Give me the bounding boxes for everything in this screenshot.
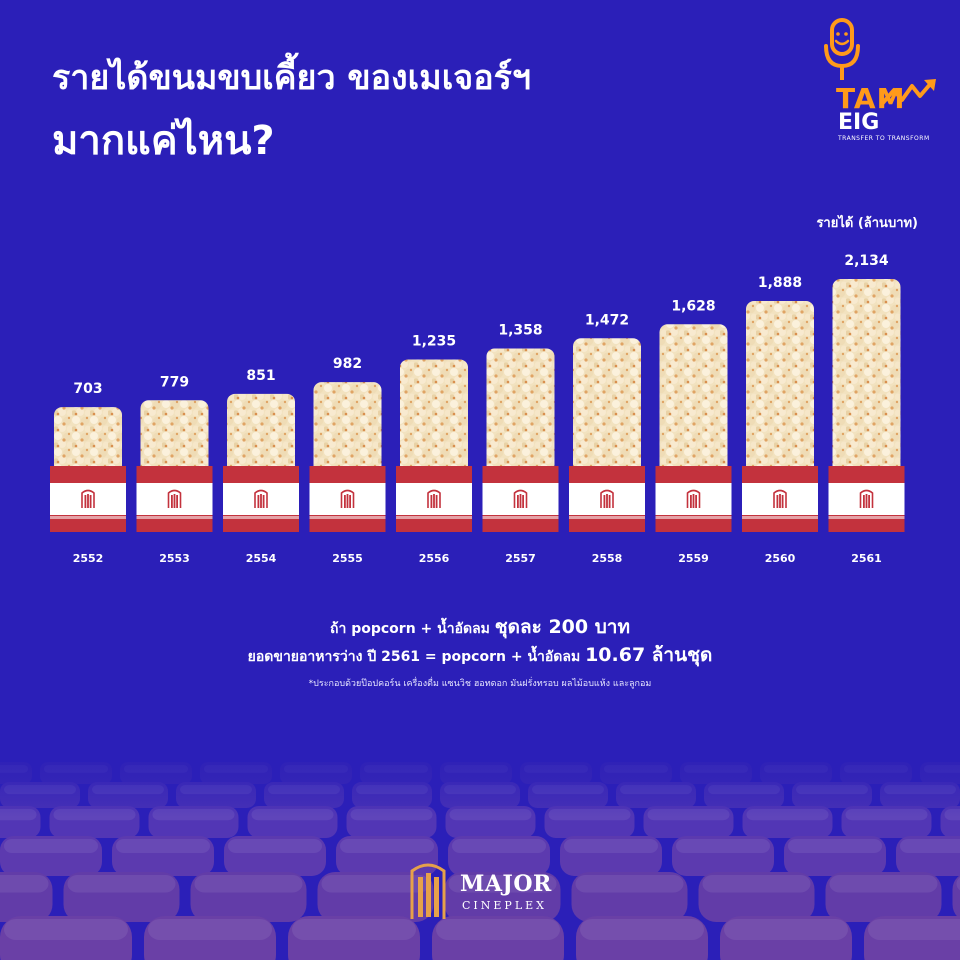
microphone-icon (824, 18, 860, 80)
x-tick-label: 2556 (419, 552, 450, 565)
value-label: 2,134 (844, 253, 889, 269)
bar (54, 407, 122, 474)
bar (400, 359, 468, 474)
x-tick-label: 2553 (159, 552, 190, 565)
bucket-emblem-icon (81, 489, 95, 508)
bar (140, 400, 209, 474)
x-tick-label: 2557 (505, 552, 536, 565)
bar (659, 324, 728, 474)
bucket-emblem-icon (773, 489, 787, 508)
note-2-prefix: ยอดขายอาหารว่าง ปี 2561 = popcorn + น้ำอ… (247, 649, 586, 665)
bar (486, 348, 555, 474)
bar (746, 301, 814, 474)
trend-arrow-icon (880, 79, 936, 106)
bar-group: 1,888 2560 (742, 275, 818, 565)
unit-label: รายได้ (ล้านบาท) (816, 216, 918, 231)
x-tick-label: 2559 (678, 552, 709, 565)
bucket-emblem-icon (340, 489, 355, 508)
bucket-stripe (742, 516, 818, 519)
bucket-stripe (136, 516, 213, 519)
bar-group: 2,134 2561 (828, 253, 905, 565)
major-emblem-icon (410, 863, 446, 919)
value-label: 1,358 (498, 322, 542, 338)
brand-name: MAJOR (460, 871, 552, 897)
bucket-emblem-icon (686, 489, 701, 508)
value-label: 703 (73, 381, 102, 397)
value-label: 1,235 (412, 333, 456, 349)
x-tick-label: 2561 (851, 552, 882, 565)
bar (832, 279, 901, 474)
bucket-emblem-icon (254, 489, 268, 508)
x-tick-label: 2554 (246, 552, 277, 565)
note-2-emphasis: 10.67 ล้านชุด (585, 644, 713, 666)
note-1-prefix: ถ้า popcorn + น้ำอัดลม (330, 621, 495, 637)
x-tick-label: 2552 (73, 552, 104, 565)
value-label: 779 (160, 374, 189, 390)
major-cineplex-logo: MAJOR CINEPLEX (408, 855, 568, 925)
bucket-stripe (482, 516, 559, 519)
x-tick-label: 2558 (592, 552, 623, 565)
bucket-stripe (50, 516, 126, 519)
bucket-emblem-icon (600, 489, 614, 508)
bucket-stripe (223, 516, 299, 519)
bar-group: 703 2552 (50, 381, 126, 565)
bar (227, 393, 295, 474)
note-line-2: ยอดขายอาหารว่าง ปี 2561 = popcorn + น้ำอ… (0, 640, 960, 670)
value-label: 1,472 (585, 312, 629, 328)
value-label: 1,628 (671, 298, 715, 314)
bucket-stripe (655, 516, 732, 519)
bar-group: 779 2553 (136, 374, 213, 565)
bar-group: 1,628 2559 (655, 298, 732, 565)
bar (313, 382, 382, 474)
note-1-emphasis: ชุดละ 200 บาท (494, 616, 630, 638)
value-label: 851 (246, 368, 275, 384)
value-label: 982 (333, 356, 362, 372)
logo-subword: EIG (838, 110, 880, 135)
title-line-2: มากแค่ไหน? (52, 118, 275, 164)
bucket-stripe (396, 516, 472, 519)
theatre-seats-illustration (0, 740, 960, 960)
footnote: *ประกอบด้วยป๊อปคอร์น เครื่องดื่ม แซนวิช … (308, 679, 652, 689)
note-line-1: ถ้า popcorn + น้ำอัดลม ชุดละ 200 บาท (0, 612, 960, 642)
x-tick-label: 2560 (765, 552, 796, 565)
tameig-logo: TAM EIG TRANSFER TO TRANSFORM (818, 18, 938, 148)
title-line-1: รายได้ขนมขบเคี้ยว ของเมเจอร์ฯ (52, 58, 532, 98)
brand-subname: CINEPLEX (462, 899, 547, 912)
bar-group: 982 2555 (309, 356, 386, 565)
x-tick-label: 2555 (332, 552, 363, 565)
popcorn-bar-chart: 703 2552 779 2553 851 2554 982 2555 1,235 2556 1,3… (50, 253, 905, 565)
bar-group: 851 2554 (223, 368, 299, 565)
bar (573, 338, 641, 474)
bar-group: 1,358 2557 (482, 322, 559, 565)
bar-group: 1,235 2556 (396, 333, 472, 565)
bucket-emblem-icon (427, 489, 441, 508)
bucket-stripe (309, 516, 386, 519)
bucket-emblem-icon (167, 489, 182, 508)
bar-group: 1,472 2558 (569, 312, 645, 565)
logo-tagline: TRANSFER TO TRANSFORM (838, 135, 930, 142)
logo-wordmark: TAM (836, 82, 906, 115)
bucket-emblem-icon (859, 489, 874, 508)
bucket-emblem-icon (513, 489, 528, 508)
value-label: 1,888 (758, 275, 802, 291)
bucket-stripe (569, 516, 645, 519)
bucket-stripe (828, 516, 905, 519)
